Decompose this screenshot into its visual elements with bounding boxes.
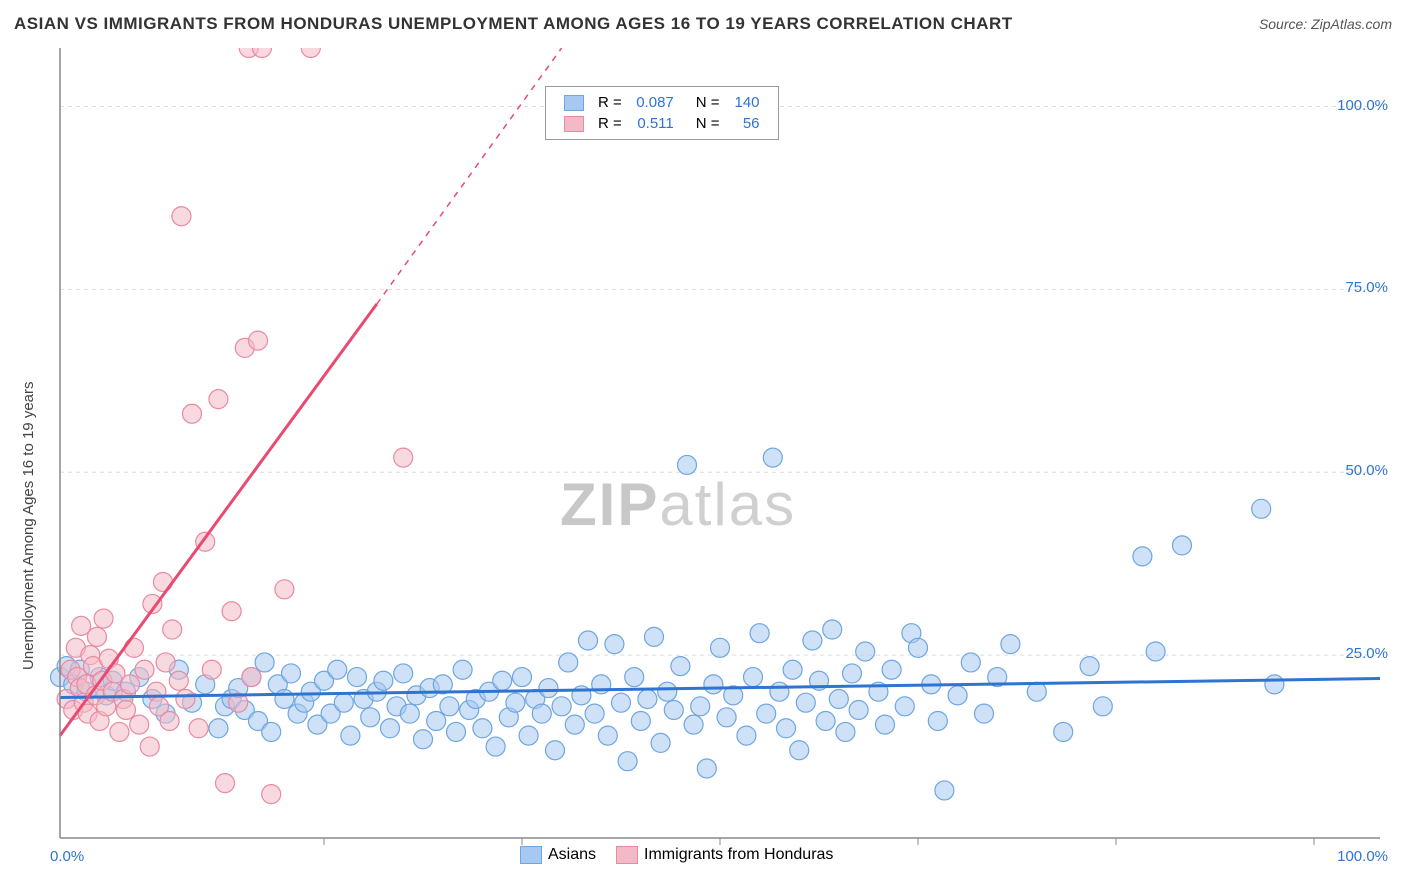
series-legend: AsiansImmigrants from Honduras bbox=[510, 846, 843, 869]
y-tick-label: 50.0% bbox=[1345, 462, 1388, 479]
scatter-plot bbox=[0, 40, 1406, 892]
origin-label: 0.0% bbox=[50, 848, 84, 865]
y-tick-label: 75.0% bbox=[1345, 279, 1388, 296]
y-tick-label: 25.0% bbox=[1345, 645, 1388, 662]
chart-title: ASIAN VS IMMIGRANTS FROM HONDURAS UNEMPL… bbox=[14, 14, 1013, 34]
chart-area: Unemployment Among Ages 16 to 19 years Z… bbox=[0, 40, 1406, 892]
y-tick-label: 100.0% bbox=[1337, 97, 1388, 114]
xmax-label: 100.0% bbox=[1337, 848, 1388, 865]
y-axis-label: Unemployment Among Ages 16 to 19 years bbox=[20, 381, 37, 670]
source-label: Source: ZipAtlas.com bbox=[1259, 16, 1392, 32]
correlation-legend: R =0.087N =140R =0.511N =56 bbox=[545, 86, 779, 140]
